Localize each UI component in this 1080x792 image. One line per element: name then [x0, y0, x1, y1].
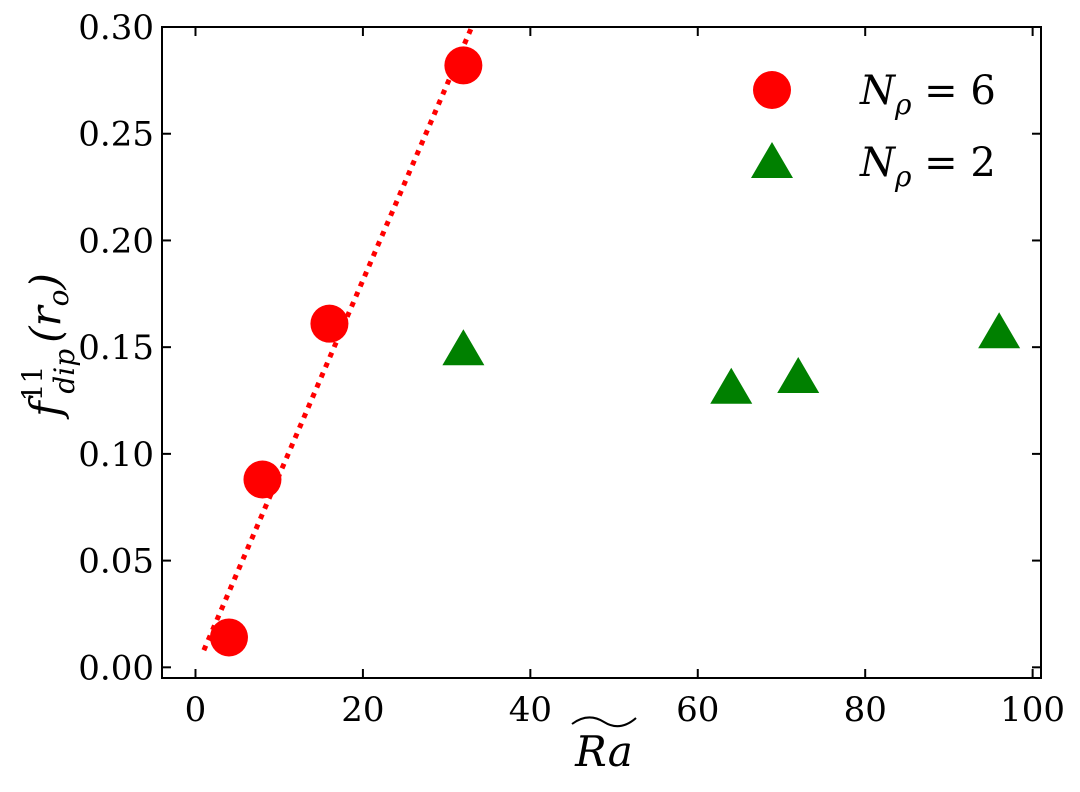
y-tick-label: 0.00	[78, 648, 154, 688]
data-point-series-1	[209, 618, 248, 657]
x-tick-label: 20	[341, 690, 384, 730]
y-axis-label: f11dip(ro)	[16, 273, 81, 420]
plot-area	[161, 26, 1042, 679]
legend-marker-2	[751, 142, 793, 178]
x-tick-label: 80	[844, 690, 887, 730]
axis-ticks: 0 20 40 60 80 100 0.00 0.05 0.10 0.15 0.20 0.25 0.30	[78, 8, 1065, 730]
y-label-sup: 11	[16, 366, 49, 402]
data-point-series-1	[310, 304, 349, 343]
y-tick-label: 0.05	[78, 542, 154, 582]
data-point-series-2	[442, 329, 485, 366]
legend-label-1: Nρ = 6	[859, 68, 996, 121]
y-tick-label: 0.30	[78, 8, 154, 48]
y-tick-label: 0.10	[78, 435, 154, 475]
x-tick-label: 0	[185, 690, 207, 730]
legend-label-2: Nρ = 2	[859, 140, 996, 193]
x-tick-label: 60	[676, 690, 719, 730]
plot-frame	[161, 26, 1042, 679]
data-point-series-2	[777, 357, 820, 394]
x-tick-label: 100	[1000, 690, 1065, 730]
y-label-arg: (r	[21, 303, 70, 342]
data-point-series-1	[243, 460, 282, 499]
y-axis-label-text: f11dip(ro)	[16, 273, 81, 420]
data-marks	[209, 46, 1021, 657]
data-point-series-2	[710, 367, 753, 404]
y-label-sub: dip	[48, 349, 81, 394]
data-point-series-2	[978, 312, 1021, 349]
fit-line	[201, 26, 475, 652]
y-tick-label: 0.25	[78, 115, 154, 155]
x-axis-label-tilde	[571, 716, 637, 728]
x-tick-label: 40	[509, 690, 552, 730]
y-label-close: )	[21, 273, 70, 290]
y-tick-label: 0.15	[78, 328, 154, 368]
x-axis-label-text: Ra	[574, 727, 633, 776]
y-label-arg-sub: o	[42, 290, 75, 307]
x-axis-label: Ra	[571, 716, 637, 776]
legend-marker-1	[753, 71, 791, 109]
data-point-series-1	[444, 46, 483, 85]
fit-line-group	[201, 26, 475, 652]
y-tick-label: 0.20	[78, 221, 154, 261]
legend: Nρ = 6 Nρ = 2	[751, 68, 996, 193]
